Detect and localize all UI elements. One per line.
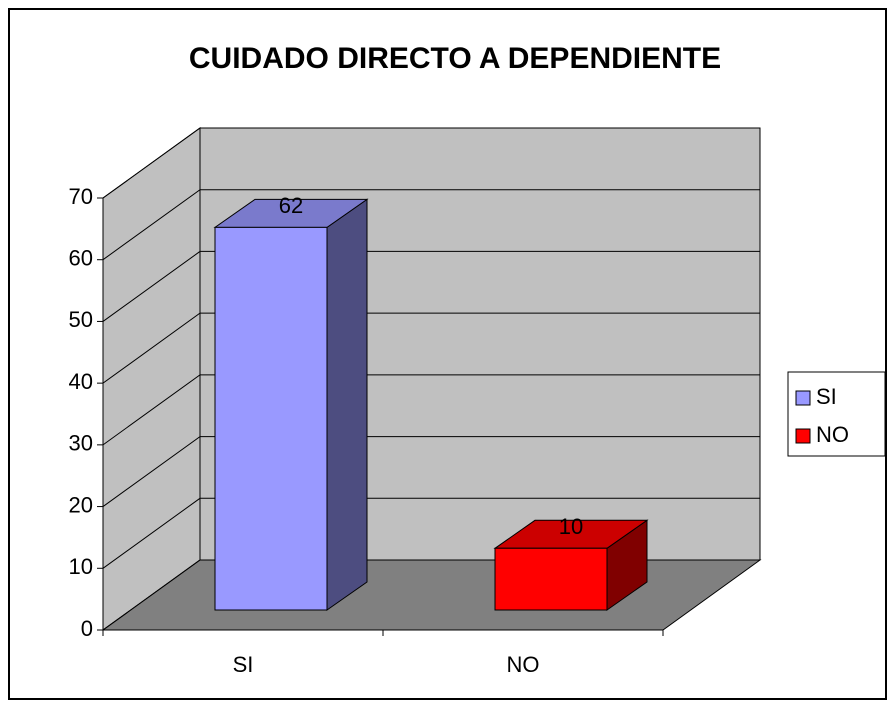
bar — [493, 519, 649, 611]
grid-line — [102, 250, 760, 322]
y-tick-label: 60 — [69, 246, 93, 271]
data-label: 10 — [559, 514, 583, 539]
y-tick-label: 10 — [69, 554, 93, 579]
side-wall — [102, 127, 201, 631]
grid-line — [102, 127, 760, 199]
bar-front — [494, 547, 608, 611]
grid-line — [102, 436, 760, 507]
grid-line — [102, 312, 760, 384]
legend-label: NO — [816, 422, 849, 447]
y-tick-label: 40 — [69, 369, 93, 394]
grid-line — [102, 189, 760, 261]
x-tick-label: NO — [507, 652, 540, 677]
chart-title: CUIDADO DIRECTO A DEPENDIENTE — [189, 42, 721, 75]
grid-line — [102, 374, 760, 446]
data-label: 62 — [279, 193, 303, 218]
legend-swatch — [795, 428, 811, 444]
bar-side — [326, 198, 368, 611]
y-tick-label: 20 — [69, 492, 93, 517]
y-tick-label: 30 — [69, 431, 93, 456]
legend-swatch — [795, 390, 811, 406]
bar-front — [214, 226, 328, 611]
x-tick-label: SI — [233, 652, 254, 677]
y-tick-label: 0 — [81, 616, 93, 641]
y-tick-label: 70 — [69, 184, 93, 209]
floor — [101, 559, 762, 631]
grid-line — [102, 497, 760, 569]
bar — [213, 198, 369, 611]
y-tick-label: 50 — [69, 307, 93, 332]
legend-label: SI — [816, 384, 837, 409]
